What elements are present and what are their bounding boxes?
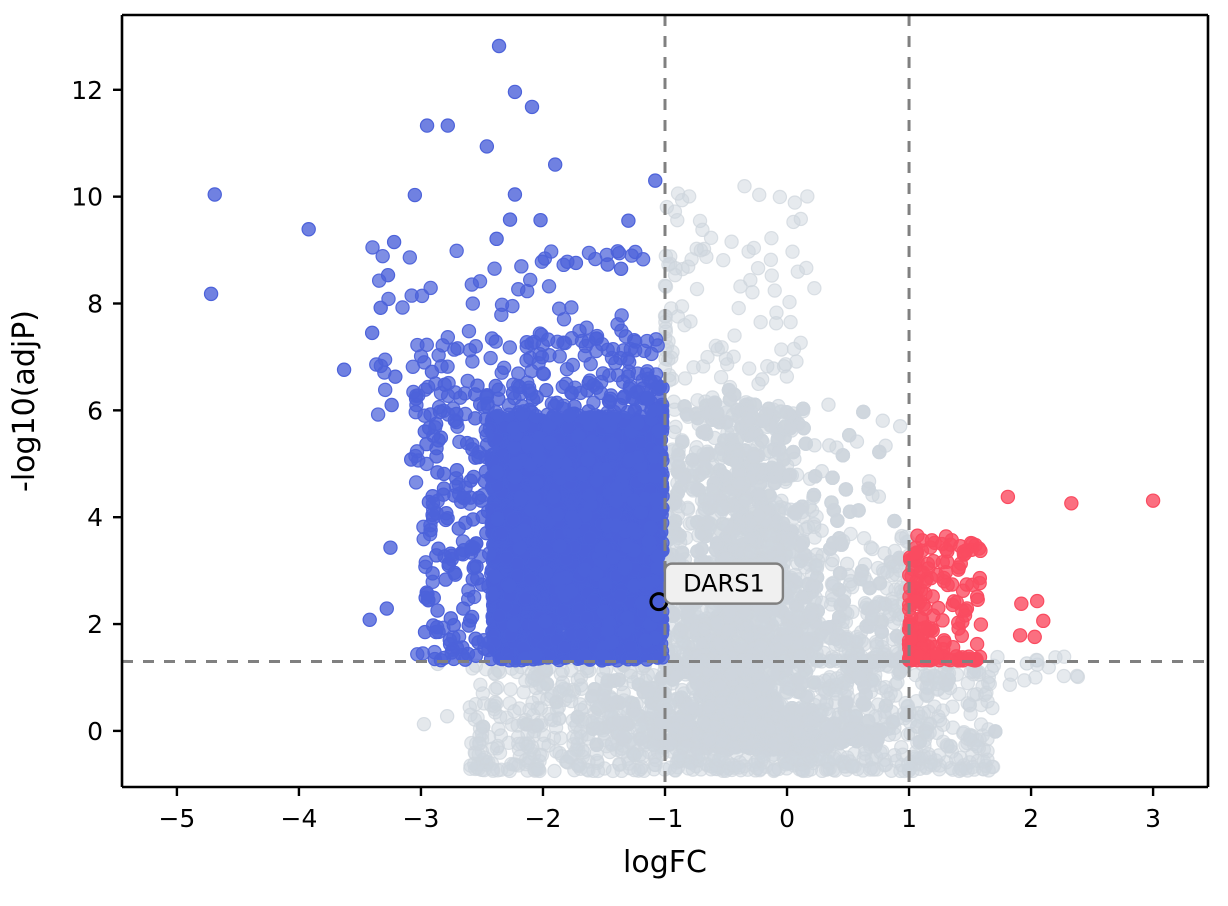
scatter-points-up-regulated <box>901 489 1161 668</box>
y-tick-label: 12 <box>71 76 103 105</box>
y-axis-title: -log10(adjP) <box>7 310 42 492</box>
x-tick-label: −4 <box>281 804 318 833</box>
x-axis-ticks: −5 −4 −3 −2 −1 0 1 2 3 <box>158 787 1161 833</box>
annotation-label: DARS1 <box>683 570 765 598</box>
x-tick-label: −2 <box>525 804 562 833</box>
y-tick-label: 0 <box>87 717 103 746</box>
threshold-lines <box>122 15 1208 787</box>
scatter-points-down-regulated <box>203 38 670 668</box>
y-tick-label: 8 <box>87 289 103 318</box>
y-tick-label: 2 <box>87 610 103 639</box>
y-tick-label: 4 <box>87 503 103 532</box>
x-tick-label: 2 <box>1023 804 1039 833</box>
annotation-box <box>663 562 785 605</box>
y-tick-label: 10 <box>71 183 103 212</box>
scatter-points-not-significant <box>416 179 1086 779</box>
x-tick-label: 1 <box>901 804 917 833</box>
gene-annotation-DARS1[interactable]: DARS1 <box>649 562 785 612</box>
y-axis-ticks: 0 2 4 6 8 10 12 <box>71 76 122 746</box>
x-tick-label: 0 <box>779 804 795 833</box>
x-tick-label: 3 <box>1145 804 1161 833</box>
x-tick-label: −3 <box>403 804 440 833</box>
y-tick-label: 6 <box>87 396 103 425</box>
x-axis-title: logFC <box>623 845 707 880</box>
x-tick-label: −1 <box>647 804 684 833</box>
x-tick-label: −5 <box>158 804 195 833</box>
